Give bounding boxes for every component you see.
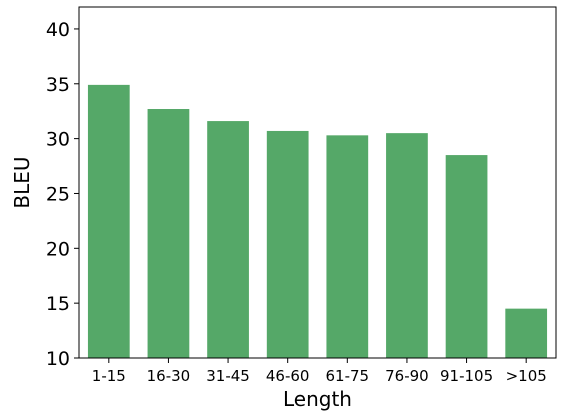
x-tick-label: 46-60 [266,367,310,385]
x-tick-label: 91-105 [440,367,493,385]
y-tick-label: 10 [46,348,70,370]
y-tick-label: 40 [46,19,70,41]
plot-frame [78,6,557,359]
x-tick-label: 61-75 [326,367,370,385]
y-axis-ticks: 10 15 20 25 30 35 40 [46,19,79,370]
bars-layer [87,84,548,359]
x-tick-label: 16-30 [147,367,191,385]
y-tick-label: 25 [46,183,70,205]
bar-4 [326,135,369,358]
y-tick-label: 20 [46,238,70,260]
bar-5 [386,133,428,358]
bar-0 [87,84,130,359]
x-axis-ticks: 1-15 16-30 31-45 46-60 61-75 76-90 91-105 >105 [92,358,547,385]
x-axis-label: Length [283,387,352,411]
x-tick-label: 76-90 [385,367,429,385]
y-tick-label: 30 [46,129,70,151]
y-axis-label: BLEU [10,156,34,208]
bar-2 [207,121,249,358]
y-tick-label: 15 [46,293,70,315]
bar-7 [505,308,548,358]
bar-1 [147,109,190,359]
y-tick-label: 35 [46,74,70,96]
x-tick-label: 31-45 [206,367,250,385]
bar-3 [266,130,309,358]
x-tick-label: >105 [506,367,547,385]
x-tick-label: 1-15 [92,367,126,385]
bar-6 [445,155,488,358]
